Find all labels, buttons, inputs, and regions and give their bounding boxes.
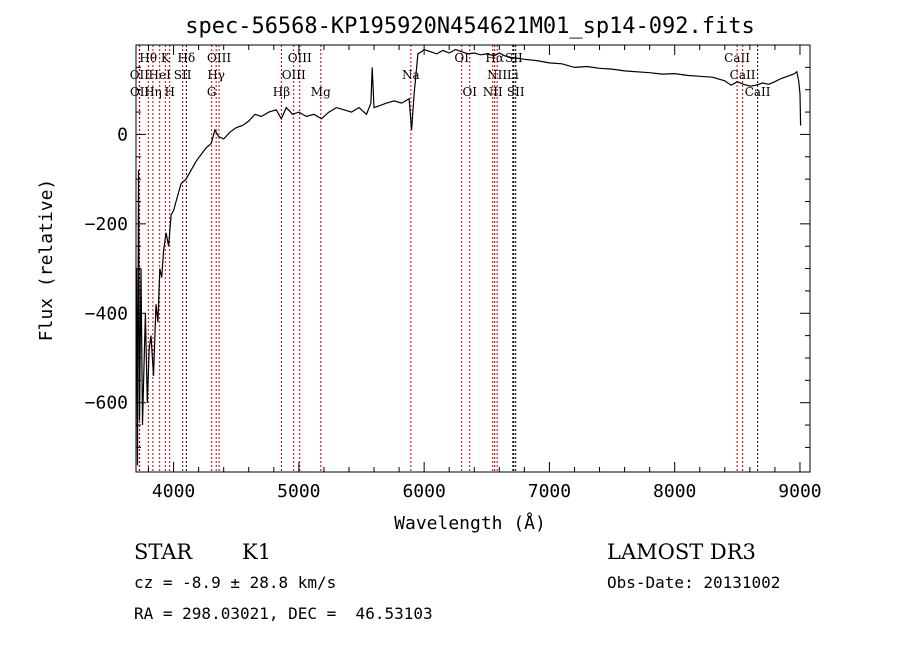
object-class: STAR xyxy=(134,540,193,564)
spectral-line-label: HeI xyxy=(149,68,172,82)
spectral-line-label: SII xyxy=(174,68,192,82)
spectral-line-label: OIII xyxy=(207,51,231,65)
spectral-line-label: K xyxy=(161,51,171,65)
spectral-line-label: CaII xyxy=(724,51,750,65)
y-tick-label: −200 xyxy=(85,214,128,235)
x-tick-label: 5000 xyxy=(277,481,320,502)
spectral-line-label: OI xyxy=(462,85,477,99)
y-tick-label: −600 xyxy=(85,393,128,414)
spectral-line-label: H xyxy=(164,85,174,99)
spectral-line-label: Hγ xyxy=(207,68,225,82)
y-tick-label: −400 xyxy=(85,303,128,324)
coordinates: RA = 298.03021, DEC = 46.53103 xyxy=(134,604,433,623)
spectral-line-label: OIII xyxy=(282,68,306,82)
spectral-line-label: CaII xyxy=(745,85,771,99)
x-tick-label: 4000 xyxy=(152,481,195,502)
spectral-line-label: OIII xyxy=(288,51,312,65)
x-tick-label: 8000 xyxy=(653,481,696,502)
x-tick-label: 7000 xyxy=(528,481,571,502)
flux-series-line xyxy=(136,48,802,466)
redshift-cz: cz = -8.9 ± 28.8 km/s xyxy=(134,573,337,592)
spectral-line-label: Hθ xyxy=(139,51,157,65)
y-axis-label: Flux (relative) xyxy=(36,179,57,342)
spectral-line-label: OI xyxy=(454,51,469,65)
x-tick-label: 9000 xyxy=(778,481,821,502)
object-subclass: K1 xyxy=(242,540,272,564)
spectral-line-label: NII xyxy=(483,85,503,99)
survey-name: LAMOST DR3 xyxy=(607,540,756,564)
spectral-line-label: NII xyxy=(487,68,507,82)
spectral-line-label: CaII xyxy=(730,68,756,82)
y-tick-label: 0 xyxy=(117,124,128,145)
x-tick-label: 6000 xyxy=(402,481,445,502)
axes: 4000 5000 6000 7000 8000 9000 −600 −400 −200 0 xyxy=(85,45,822,502)
spectral-line-label: Hδ xyxy=(178,51,196,65)
chart-title: spec-56568-KP195920N454621M01_sp14-092.f… xyxy=(185,14,755,39)
spectral-line-label: Hβ xyxy=(273,85,290,99)
spectral-line-label: Hα xyxy=(485,51,504,65)
spectral-line-label: Hη xyxy=(144,85,162,99)
plot-frame xyxy=(135,44,811,473)
spectral-line-label: G xyxy=(207,85,217,99)
spectral-line-label: SII xyxy=(507,85,525,99)
spectral-line-label: OII xyxy=(130,85,150,99)
x-axis-label: Wavelength (Å) xyxy=(394,512,546,534)
obs-date: Obs-Date: 20131002 xyxy=(607,573,781,592)
spectral-line-label: Mg xyxy=(311,85,331,99)
spectral-line-label: Li xyxy=(507,68,519,82)
spectral-line-label: Na xyxy=(402,68,420,82)
